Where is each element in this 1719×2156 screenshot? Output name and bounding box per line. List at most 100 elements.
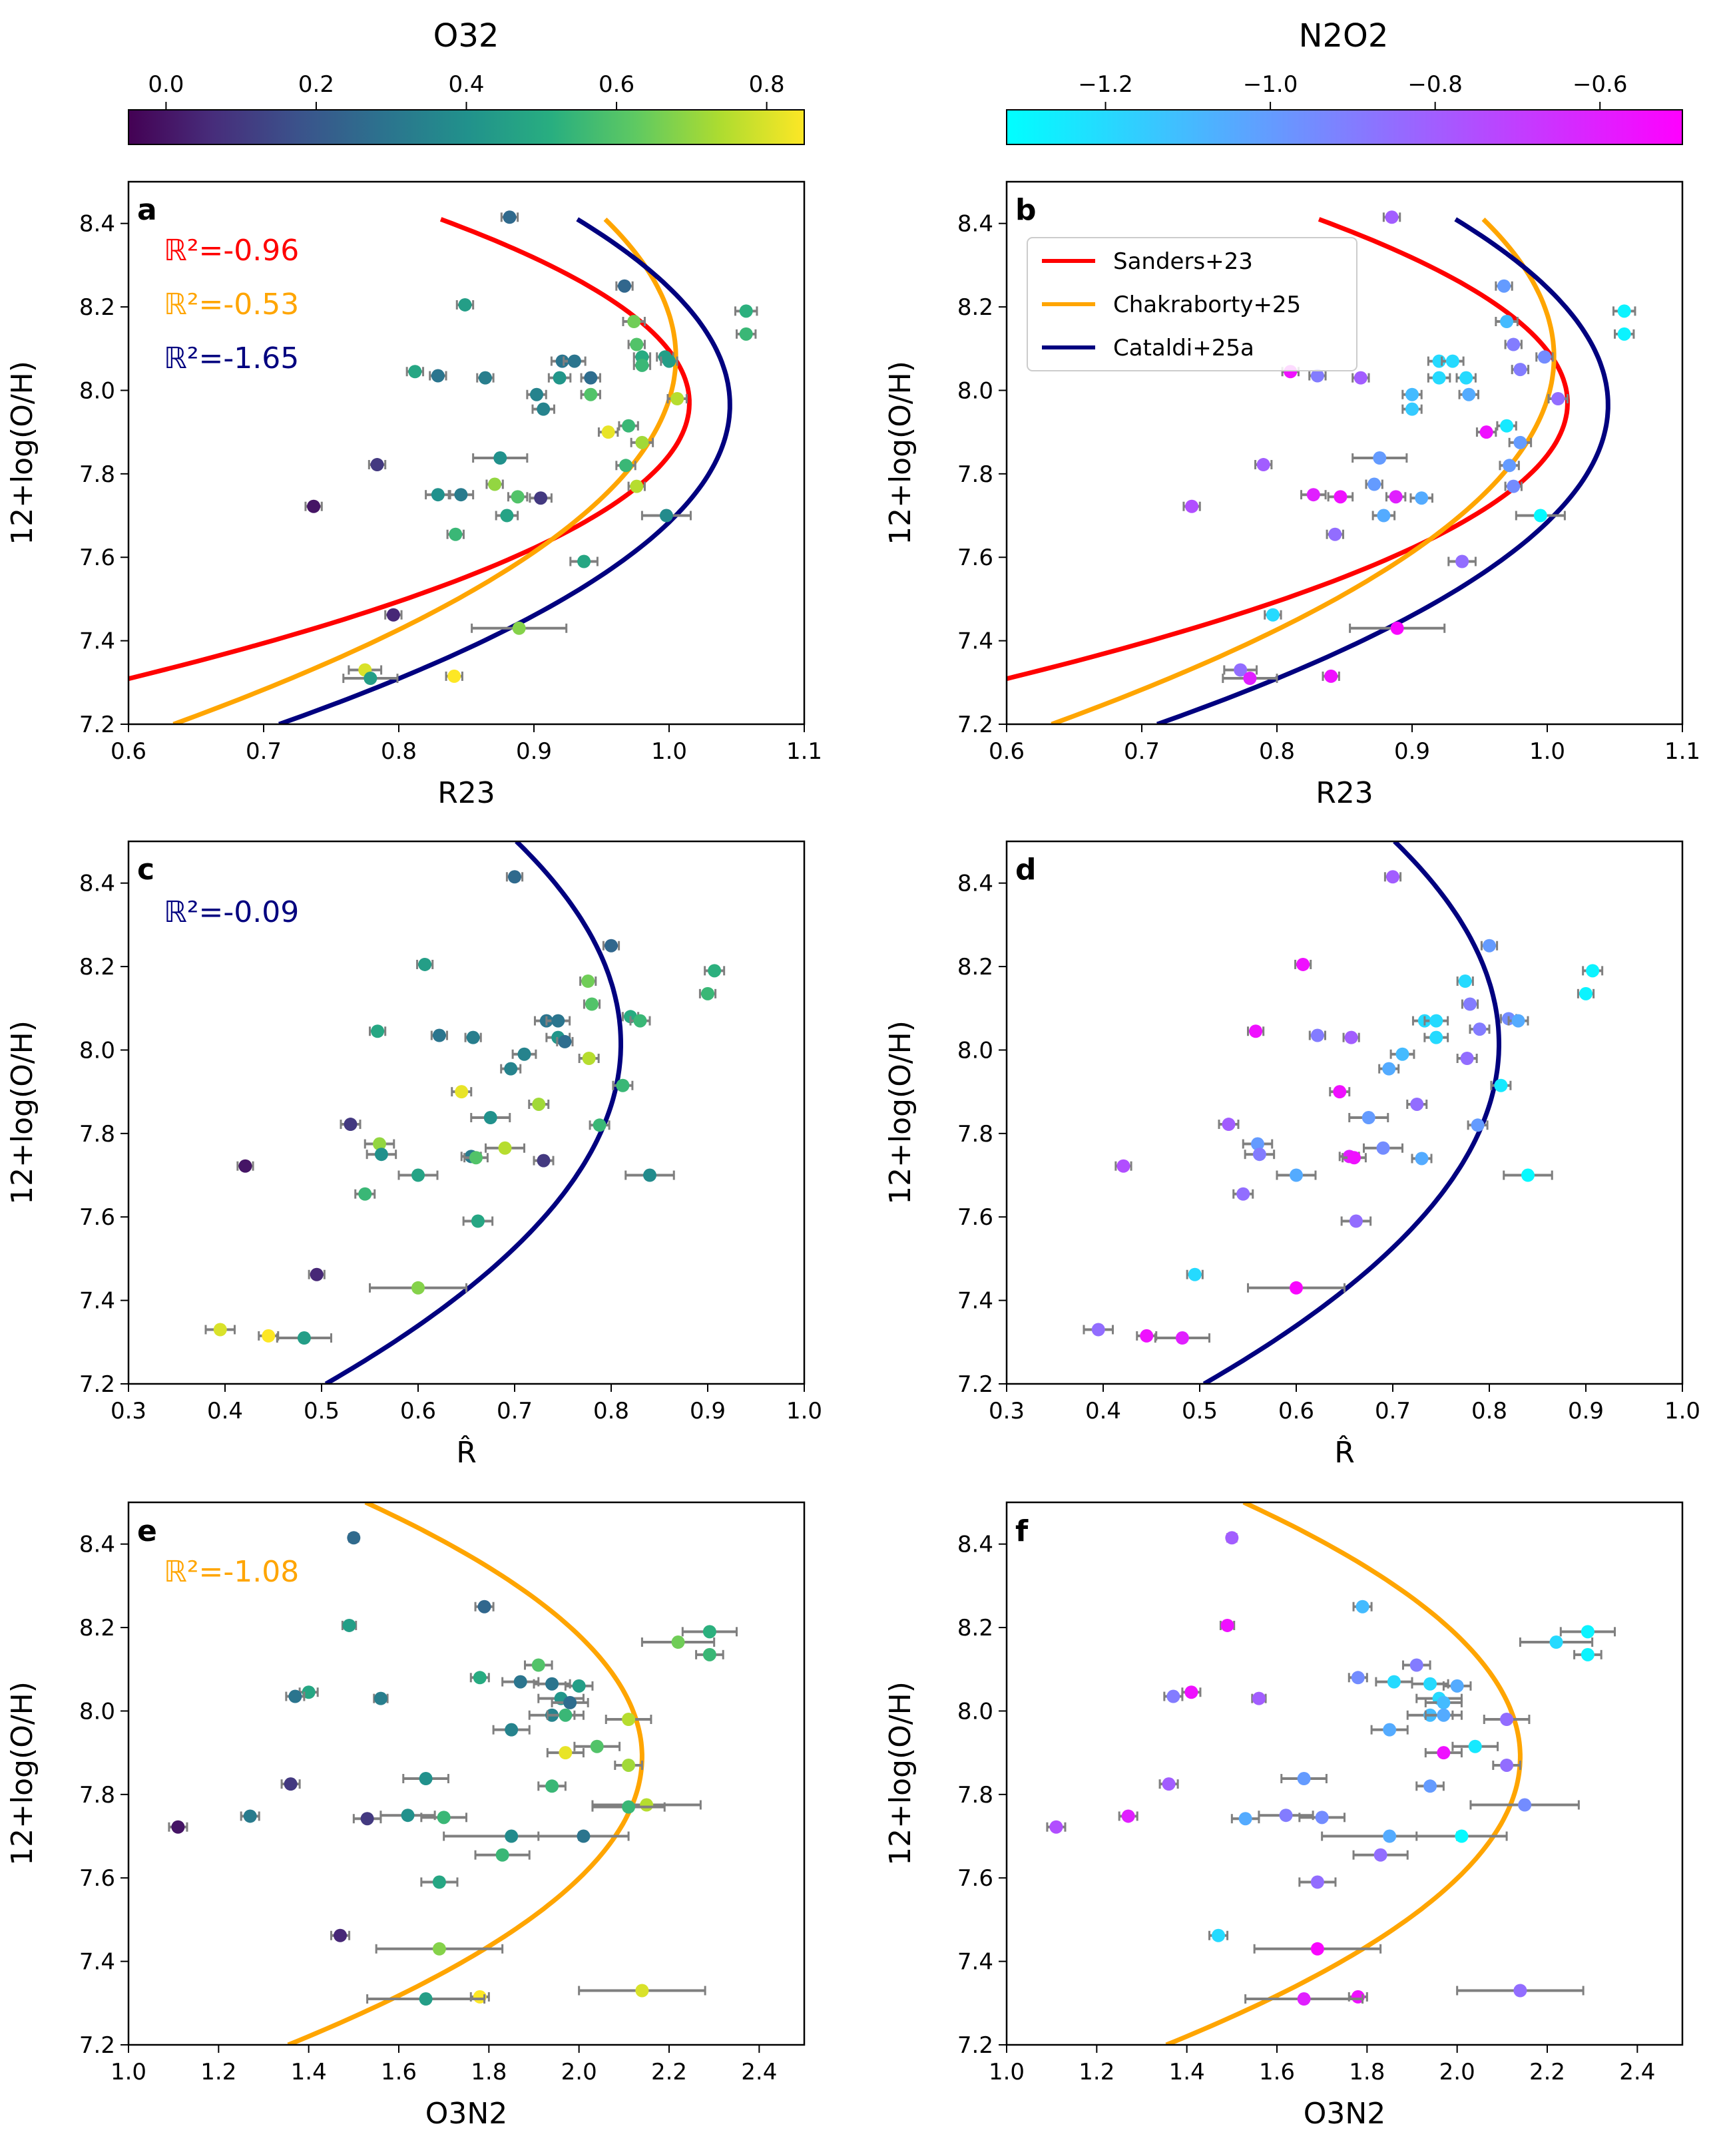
data-point [341,1618,358,1632]
y-tick-label: 7.2 [957,712,993,738]
marker [577,554,591,568]
data-point [546,1708,585,1722]
data-point [1507,1014,1529,1028]
marker [1459,371,1473,385]
y-tick-label: 7.8 [79,461,115,488]
marker [1500,1713,1514,1726]
data-point [1342,1030,1360,1044]
data-point [1300,488,1327,502]
data-point [545,1014,571,1028]
marker [1373,1848,1387,1862]
data-point [1461,997,1479,1011]
data-point [533,1677,571,1691]
data-point [1181,1685,1202,1699]
data-point [204,1323,236,1337]
data-point [1559,1625,1616,1639]
marker [635,358,649,372]
data-point [236,1159,254,1173]
axes-frame [127,1501,806,2046]
marker [488,477,502,491]
marker [555,354,569,368]
legend-label-cataldi: Cataldi+25a [1113,335,1254,361]
marker [1328,527,1342,541]
marker [618,279,632,293]
data-point [569,554,599,568]
marker [662,354,676,368]
data-point [1411,1152,1433,1166]
data-point [500,1062,522,1076]
curve-sanders [128,217,692,682]
marker [601,425,615,439]
data-point [1415,1779,1445,1793]
marker [1432,371,1446,385]
marker [284,1777,298,1791]
data-point [1480,939,1499,953]
y-axis-title: 12+log(O/H) [883,1020,917,1205]
data-point [1508,435,1533,449]
panel-letter: c [137,853,154,887]
panel-letter: a [137,193,157,227]
data-point [1340,1214,1372,1228]
marker [418,957,432,971]
marker [473,1671,487,1685]
axes-frame [127,840,806,1385]
data-point [736,327,757,341]
marker [505,1723,519,1737]
data-point [1083,1323,1114,1337]
marker [1389,490,1403,504]
data-point [280,1777,301,1791]
y-tick-label: 7.6 [79,1865,115,1892]
x-tick-label: 0.4 [207,1398,243,1424]
data-point [1225,1531,1239,1545]
data-point [1547,392,1569,405]
y-tick-label: 7.8 [79,1782,115,1809]
data-point [342,672,399,686]
data-point [1264,608,1282,622]
panel-c: c 0.3 0.4 0.5 0.6 0.7 0.8 0.9 1.0 7.2 7.4 7.6 7.8 8.… [5,840,822,1470]
y-tick-label: 8.4 [957,211,993,238]
legend-label-chakraborty: Chakraborty+25 [1113,292,1301,318]
data-point [1352,1848,1409,1862]
data-point [384,608,403,622]
data-point [1244,1148,1276,1162]
data-point [583,997,601,1011]
data-point [366,1148,397,1162]
marker [386,608,400,622]
marker [1513,363,1527,377]
data-point [627,337,646,351]
data-point [402,1772,449,1786]
marker [1251,1137,1264,1151]
marker [213,1323,227,1337]
data-point [580,371,601,385]
data-point [1182,499,1201,513]
marker [1355,1600,1369,1614]
data-point [1232,1187,1254,1201]
marker [419,1772,433,1786]
marker [1333,1085,1347,1099]
data-point [1258,1809,1314,1823]
y-tick-label: 8.0 [79,1698,115,1725]
legend: Sanders+23 Chakraborty+25 Cataldi+25a [1027,237,1357,371]
marker [1445,354,1459,368]
marker [503,210,517,224]
data-point [528,1097,550,1111]
data-point [589,1118,611,1132]
x-axis-title: R̂ [1334,1434,1355,1470]
marker [1310,1942,1324,1956]
y-tick-label: 7.2 [79,2032,115,2059]
marker [708,964,722,978]
x-tick-label: 0.3 [989,1398,1025,1424]
colorbar-tick-label: 0.2 [298,71,334,98]
marker [530,387,544,401]
x-tick-label: 0.6 [111,738,146,765]
marker [630,337,644,351]
data-point [405,365,425,379]
data-point [1253,1942,1382,1956]
y-tick-label: 8.2 [79,954,115,980]
marker [1296,957,1310,971]
data-point [622,315,646,329]
x-tick-label: 1.4 [291,2059,327,2085]
marker [1500,1758,1514,1772]
marker [1437,1746,1451,1760]
data-point [580,387,601,401]
